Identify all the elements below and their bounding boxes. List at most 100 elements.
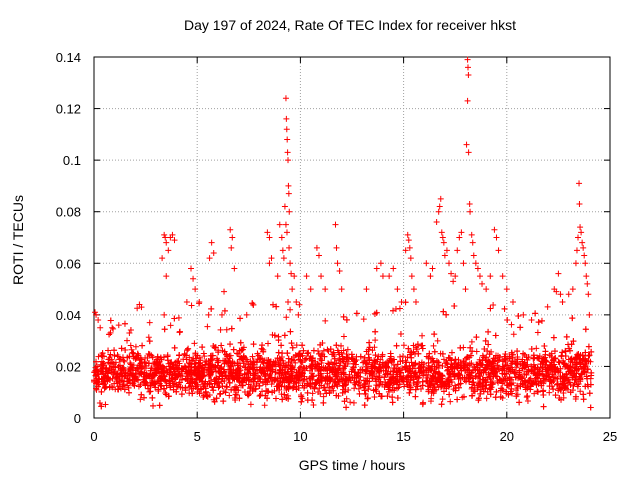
data-point (359, 366, 366, 373)
data-point (215, 358, 222, 365)
data-point (486, 351, 493, 358)
data-point (534, 388, 541, 395)
data-point (210, 387, 217, 394)
data-point (322, 365, 329, 372)
data-point (192, 360, 199, 367)
data-point (494, 362, 501, 369)
data-point (109, 324, 116, 331)
data-point (266, 260, 273, 267)
data-point (228, 244, 235, 251)
data-point (441, 380, 448, 387)
data-point (234, 366, 241, 373)
data-point (282, 221, 289, 228)
data-point (199, 371, 206, 378)
data-point (464, 354, 471, 361)
data-point (470, 388, 477, 395)
data-point (122, 347, 129, 354)
data-point (95, 317, 102, 324)
data-point (221, 348, 228, 355)
data-point (182, 384, 189, 391)
data-point (482, 379, 489, 386)
data-point (386, 376, 393, 383)
data-point (326, 384, 333, 391)
x-tick-label: 15 (396, 429, 410, 444)
data-point (110, 360, 117, 367)
data-point (281, 332, 288, 339)
data-point (410, 362, 417, 369)
data-point (163, 273, 170, 280)
data-point (210, 363, 217, 370)
data-point (329, 383, 336, 390)
data-point (204, 323, 211, 330)
data-point (351, 379, 358, 386)
data-point (247, 384, 254, 391)
data-point (256, 382, 263, 389)
data-point (491, 226, 498, 233)
data-point (209, 352, 216, 359)
data-point (557, 365, 564, 372)
data-point (210, 343, 217, 350)
data-point (111, 352, 118, 359)
data-point (107, 317, 114, 324)
data-point (407, 255, 414, 262)
data-point (101, 377, 108, 384)
data-point (309, 397, 316, 404)
data-point (318, 273, 325, 280)
data-point (581, 252, 588, 259)
data-point (243, 311, 250, 318)
data-point (258, 355, 265, 362)
data-point (569, 315, 576, 322)
data-point (96, 399, 103, 406)
data-point (99, 380, 106, 387)
data-point (206, 380, 213, 387)
data-point (149, 372, 156, 379)
data-point (468, 338, 475, 345)
data-point (402, 247, 409, 254)
data-point (117, 385, 124, 392)
data-point (373, 378, 380, 385)
data-point (460, 358, 467, 365)
data-point (233, 391, 240, 398)
data-point (268, 381, 275, 388)
data-point (141, 369, 148, 376)
data-point (199, 344, 206, 351)
data-point (577, 363, 584, 370)
y-tick-label: 0 (74, 411, 81, 426)
data-point (333, 244, 340, 251)
data-point (425, 359, 432, 366)
data-point (290, 384, 297, 391)
data-point (209, 368, 216, 375)
data-point (187, 382, 194, 389)
data-point (93, 363, 100, 370)
data-point (183, 356, 190, 363)
data-point (576, 200, 583, 207)
data-point (372, 352, 379, 359)
data-point (554, 380, 561, 387)
data-point (492, 394, 499, 401)
data-point (535, 319, 542, 326)
data-point (161, 326, 168, 333)
data-point (170, 361, 177, 368)
data-point (544, 303, 551, 310)
data-point (208, 377, 215, 384)
data-point (124, 337, 131, 344)
data-point (208, 239, 215, 246)
data-point (186, 380, 193, 387)
data-point (284, 350, 291, 357)
data-point (580, 244, 587, 251)
data-point (366, 344, 373, 351)
data-point (516, 399, 523, 406)
data-point (245, 391, 252, 398)
data-point (413, 344, 420, 351)
data-point (476, 379, 483, 386)
data-point (301, 357, 308, 364)
data-point (419, 382, 426, 389)
data-point (560, 360, 567, 367)
data-point (107, 359, 114, 366)
data-point (120, 357, 127, 364)
data-point (585, 352, 592, 359)
data-point (177, 372, 184, 379)
data-point (385, 388, 392, 395)
data-point (285, 355, 292, 362)
data-point (410, 286, 417, 293)
